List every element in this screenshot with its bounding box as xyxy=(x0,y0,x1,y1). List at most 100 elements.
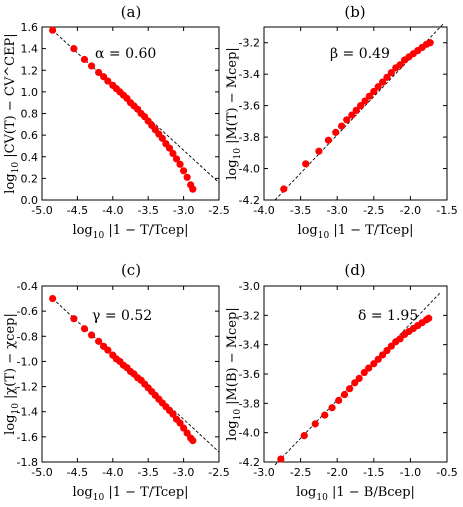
panel-b-y-tick-label: -3.4 xyxy=(239,68,260,81)
panel-d-x-axis-label: log10 |1 − B/Bcep| xyxy=(296,485,415,503)
panel-d-y-tick-label: -3.4 xyxy=(239,339,260,352)
panel-b-x-tick-label: -3.5 xyxy=(290,204,311,217)
panel-d-x-tick-label: -2.5 xyxy=(290,466,311,479)
panel-c-data-point xyxy=(104,346,112,354)
panel-a-y-tick-label: 1.4 xyxy=(21,43,39,56)
panel-a-data-point xyxy=(183,173,191,181)
panel-c-title: (c) xyxy=(121,261,141,279)
panel-a-y-tick-label: 1.0 xyxy=(21,86,39,99)
panel-b-data-point xyxy=(374,83,382,91)
panel-b-exponent-annotation: β = 0.49 xyxy=(330,46,390,62)
panel-d-data-point xyxy=(374,355,382,363)
panel-d-y-tick-label: -4.2 xyxy=(239,456,260,469)
panel-b-y-axis-label: log10 |M(T) − Mcep| xyxy=(225,47,243,180)
panel-a-x-tick-label: -3.5 xyxy=(137,204,158,217)
panel-b-data-point xyxy=(337,122,346,130)
panel-c-x-axis-label: log10 |1 − T/Tcep| xyxy=(72,485,188,503)
panel-b-data-point xyxy=(383,73,391,81)
panel-b-x-tick-label: -2.5 xyxy=(363,204,384,217)
panel-b-y-tick-label: -3.8 xyxy=(239,131,260,144)
panel-d-data-point xyxy=(351,379,359,387)
panel-c-x-tick-label: -4.5 xyxy=(67,466,88,479)
panel-a-data-point xyxy=(172,155,181,163)
panel-c-y-tick-label: -1.2 xyxy=(17,381,38,394)
panel-d-y-axis-label: log10 |M(B) − Mcep| xyxy=(225,307,243,440)
panel-b-y-tick-label: -3.6 xyxy=(239,100,260,113)
panel-b-data-point xyxy=(378,78,387,86)
panel-a-data-point xyxy=(104,77,112,85)
panel-a-y-tick-label: 0.8 xyxy=(21,108,39,121)
panel-d-data-point xyxy=(387,342,395,350)
panel-c-x-tick-label: -3.0 xyxy=(173,466,194,479)
panel-b-data-point xyxy=(387,69,395,77)
panel-a-title: (a) xyxy=(121,3,142,21)
panel-a-data-point xyxy=(95,68,103,77)
panel-b-data-point xyxy=(370,87,378,96)
panel-c-data-point xyxy=(80,325,89,333)
panel-c-data-point xyxy=(95,337,103,345)
panel-c-x-tick-label: -5.0 xyxy=(31,466,52,479)
panel-a-y-tick-label: 0.6 xyxy=(21,129,39,142)
panel-d-data-point xyxy=(311,420,319,428)
panel-d-y-tick-label: -3.6 xyxy=(239,368,260,381)
panel-b-x-tick-label: -3.0 xyxy=(326,204,347,217)
panel-b-data-point xyxy=(315,147,323,155)
panel-b-data-point xyxy=(357,102,365,110)
panel-b-data-point xyxy=(396,61,404,69)
panel-c-y-tick-label: -0.4 xyxy=(17,280,38,293)
panel-b-x-tick-label: -1.5 xyxy=(436,204,457,217)
panel-a-data-point xyxy=(80,55,89,64)
panel-d-plot-frame xyxy=(263,285,448,463)
panel-a-x-axis-label: log10 |1 − T/Tcep| xyxy=(72,223,188,241)
panel-d-data-point xyxy=(383,346,391,355)
panel-b-data-point xyxy=(324,136,333,144)
panel-c-y-tick-label: -0.6 xyxy=(17,305,38,318)
panel-d-data-point xyxy=(370,360,378,368)
panel-a-data-point xyxy=(158,134,166,142)
panel-d-x-tick-label: -1.0 xyxy=(400,466,421,479)
panel-c-y-tick-label: -1.6 xyxy=(17,431,38,444)
panel-b-data-point xyxy=(348,111,356,119)
panel-c-data-point xyxy=(180,424,188,432)
panel-a-y-tick-label: 1.6 xyxy=(21,21,39,34)
panel-b-x-axis-label: log10 |1 − T/Tcep| xyxy=(297,223,413,241)
panel-d-data-point xyxy=(321,411,329,419)
panel-d-data-point xyxy=(335,396,343,404)
panel-a-data-point xyxy=(169,149,177,158)
panel-d-data-point xyxy=(378,351,387,359)
panel-a-data-point xyxy=(70,45,78,53)
panel-c-data-point xyxy=(169,410,177,418)
panel-d-y-tick-label: -3.8 xyxy=(239,397,260,410)
panel-c-x-tick-label: -3.5 xyxy=(137,466,158,479)
panel-a-y-tick-label: 0.2 xyxy=(21,172,39,185)
panel-b-data-point xyxy=(302,160,310,168)
panel-c-y-tick-label: -1.8 xyxy=(17,456,38,469)
panel-b-data-point xyxy=(426,39,434,47)
panel-d-x-tick-label: -1.5 xyxy=(363,466,384,479)
panel-d-data-point xyxy=(328,404,336,412)
panel-c-plot-frame xyxy=(41,285,220,463)
panel-a-y-tick-label: 0.0 xyxy=(21,194,39,207)
panel-b-x-tick-label: -2.0 xyxy=(400,204,421,217)
panel-c-data-point xyxy=(183,429,191,437)
panel-a-y-tick-label: 1.2 xyxy=(21,64,39,77)
panel-c-x-tick-label: -4.0 xyxy=(102,466,123,479)
panel-d-y-tick-label: -3.0 xyxy=(239,280,260,293)
panel-b-data-point xyxy=(280,185,288,193)
panel-d-x-tick-label: -3.0 xyxy=(253,466,274,479)
panel-d-x-tick-label: -0.5 xyxy=(436,466,457,479)
panel-d-y-tick-label: -4.0 xyxy=(239,427,260,440)
panel-c-exponent-annotation: γ = 0.52 xyxy=(92,308,152,324)
panel-c-y-axis-label: log10 |χ(T) − χcep| xyxy=(3,313,21,435)
panel-b-data-point xyxy=(332,128,340,136)
panel-d-data-point xyxy=(346,385,354,393)
panel-b-data-point xyxy=(361,97,369,105)
panel-c-fit-line xyxy=(52,298,220,453)
panel-d-data-point xyxy=(340,390,349,399)
panel-d-data-point xyxy=(365,364,373,372)
panel-b-y-tick-label: -3.2 xyxy=(239,37,260,50)
panel-c-data-point xyxy=(87,331,96,339)
panel-a-y-tick-label: 0.4 xyxy=(21,151,39,164)
panel-a-data-point xyxy=(165,144,174,152)
panel-c-data-point xyxy=(189,437,197,445)
